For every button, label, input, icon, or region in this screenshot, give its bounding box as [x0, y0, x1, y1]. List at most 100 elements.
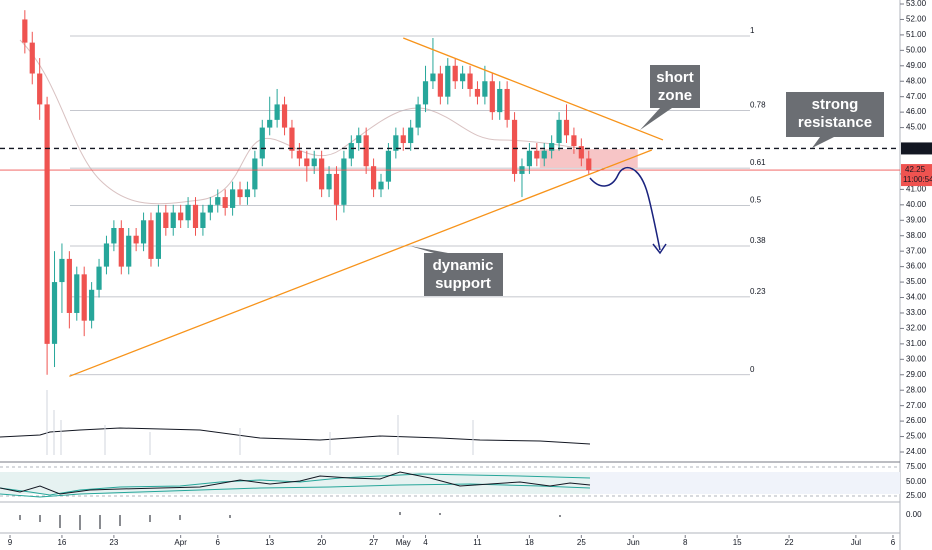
candle-body [289, 127, 295, 151]
rsi-band-future [590, 472, 900, 494]
candle-body [571, 135, 577, 147]
x-tick-label: 25 [577, 538, 586, 547]
y-tick-label: 38.00 [906, 231, 927, 240]
candle-body [504, 88, 510, 120]
candle-body [363, 135, 369, 167]
y-tick-label: 51.00 [906, 30, 927, 39]
candle-body [140, 220, 147, 244]
y-tick-label: 49.00 [906, 61, 927, 70]
candle-body [259, 127, 265, 159]
annotation-text: strong [812, 96, 859, 113]
x-tick-label: Apr [174, 538, 187, 547]
candle-body [148, 220, 154, 259]
y-tick-label: 50.00 [906, 45, 927, 54]
fib-label: 0.38 [750, 236, 766, 245]
x-tick-label: 8 [683, 538, 688, 547]
candle-body [489, 81, 495, 113]
y-tick-label: 29.00 [906, 370, 927, 379]
candle-body [474, 88, 481, 97]
candle-body [541, 150, 547, 159]
candle-body [178, 212, 184, 221]
y-tick-label: 34.00 [906, 293, 927, 302]
x-tick-label: 22 [785, 538, 794, 547]
candle-body [341, 158, 347, 205]
annotation-text: resistance [798, 114, 872, 131]
indicator-tick-label: 25.00 [906, 491, 927, 500]
candle-body [393, 135, 399, 151]
resistance-tag [901, 142, 932, 155]
x-tick-label: 4 [423, 538, 428, 547]
candle-body [534, 150, 540, 159]
candle-body [497, 88, 503, 113]
x-tick-label: 11 [473, 538, 482, 547]
y-tick-label: 25.00 [906, 432, 927, 441]
candle-body [29, 42, 35, 74]
candle-body [370, 166, 377, 190]
candle-body [66, 258, 72, 313]
annotation-text: dynamic [433, 257, 494, 274]
y-tick-label: 45.00 [906, 123, 927, 132]
candle-body [163, 212, 169, 228]
candle-body [482, 81, 488, 97]
candle-body [237, 189, 243, 198]
y-tick-label: 32.00 [906, 324, 927, 333]
candle-body [207, 204, 213, 213]
candle-body [415, 104, 421, 128]
candle-body [400, 135, 406, 144]
candle-body [185, 204, 191, 221]
candle-body [378, 181, 384, 190]
candle-body [311, 158, 317, 167]
candle-body [103, 243, 110, 267]
y-tick-label: 24.00 [906, 447, 927, 456]
candle-body [74, 274, 80, 313]
candle-body [422, 81, 429, 105]
y-tick-label: 40.00 [906, 200, 927, 209]
candle-body [51, 282, 58, 344]
candle-body [326, 173, 332, 190]
candle-body [356, 135, 362, 144]
y-tick-label: 30.00 [906, 354, 927, 363]
y-tick-label: 47.00 [906, 92, 927, 101]
indicator-tick-label: 50.00 [906, 477, 927, 486]
x-tick-label: 16 [57, 538, 66, 547]
volume-ma [0, 427, 591, 445]
candle-body [222, 197, 228, 208]
candle-body [430, 73, 436, 82]
fib-label: 0 [750, 365, 755, 374]
candle-body [437, 73, 443, 97]
y-tick-label: 27.00 [906, 401, 927, 410]
candle-body [230, 189, 236, 208]
x-tick-label: Jun [627, 538, 640, 547]
x-tick-label: 9 [8, 538, 13, 547]
candle-body [59, 258, 65, 283]
candle-body [111, 228, 117, 244]
candle-body [37, 73, 43, 105]
candle-body [44, 104, 50, 344]
y-tick-label: 28.00 [906, 385, 927, 394]
candle-body [192, 204, 199, 228]
candle-body [549, 143, 555, 151]
candle-body [452, 65, 458, 82]
x-tick-label: 13 [265, 538, 274, 547]
fib-label: 0.61 [750, 158, 766, 167]
candle-body [274, 104, 280, 120]
annotation-resistance: strong resistance [786, 92, 884, 148]
candle-body [385, 150, 392, 182]
candle-body [445, 65, 451, 97]
candle-body [578, 146, 584, 159]
x-tick-label: 6 [216, 538, 221, 547]
y-tick-label: 31.00 [906, 339, 927, 348]
annotation-short-zone: short zone [640, 65, 700, 130]
candle-body [319, 158, 325, 190]
trendline [403, 37, 664, 141]
resistance-label: 43.65 [905, 144, 926, 153]
trendline [69, 149, 653, 377]
volume-bars [46, 390, 474, 455]
x-tick-label: 18 [525, 538, 534, 547]
candle-body [133, 235, 139, 244]
candle-body [96, 266, 102, 290]
y-tick-label: 46.00 [906, 107, 927, 116]
annotation-text: support [435, 275, 491, 292]
candle-body [467, 73, 473, 89]
candle-body [556, 119, 562, 144]
